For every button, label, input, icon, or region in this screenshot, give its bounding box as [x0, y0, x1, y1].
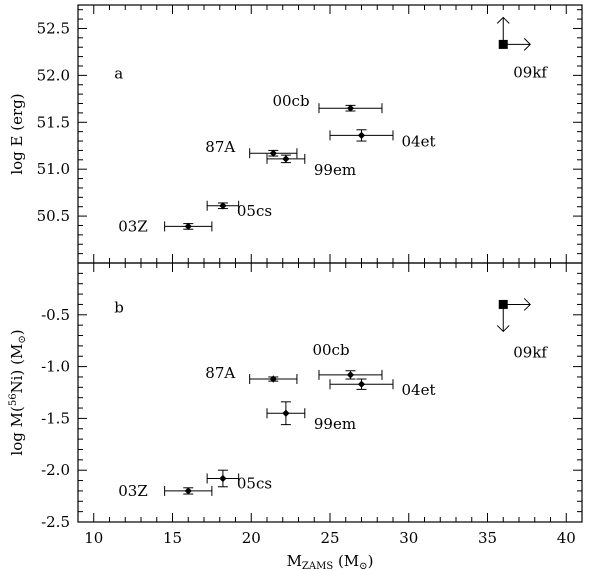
panel-a: 50.5 51.0 51.5 52.0 52.5 a 03Z 05cs 87A 99em 00cb 0… — [8, 4, 583, 264]
y-tick-label: -0.5 — [41, 306, 70, 324]
point-label-03Z: 03Z — [118, 217, 148, 235]
y-axis-title-a: log E (erg) — [8, 93, 26, 174]
point-marker — [282, 409, 290, 417]
x-tick-label: 35 — [478, 529, 497, 547]
data-point-05cs: 05cs — [206, 200, 272, 220]
x-tick-label: 40 — [557, 529, 576, 547]
y-tick-label: -1.0 — [41, 358, 70, 376]
y-tick-label: 52.5 — [37, 19, 70, 37]
y-tick-label: 51.5 — [37, 113, 70, 131]
panel-tag-b: b — [114, 299, 124, 317]
panel-b: -2.5 -2.0 -1.5 -1.0 -0.5 b 03Z 05cs 87A 99em 00cb 0… — [8, 262, 583, 531]
point-marker — [357, 380, 366, 388]
x-tick-label: 10 — [84, 529, 103, 547]
point-label-04et: 04et — [402, 381, 436, 399]
point-label-99em: 99em — [314, 415, 356, 433]
point-marker — [184, 222, 192, 231]
x-tick-label: 25 — [320, 529, 339, 547]
arrow-right-head — [523, 298, 531, 311]
point-marker — [219, 202, 227, 210]
x-tick-label: 20 — [242, 529, 261, 547]
data-point-04et: 04et — [329, 378, 436, 399]
point-label-05cs: 05cs — [237, 474, 272, 492]
point-label-99em: 99em — [314, 161, 356, 179]
point-marker — [282, 155, 290, 163]
y-tick-label: 51.0 — [37, 160, 70, 178]
point-label-05cs: 05cs — [237, 202, 272, 220]
data-point-00cb: 00cb — [312, 341, 383, 380]
data-point-04et: 04et — [329, 129, 436, 150]
limit-label-09kf: 09kf — [513, 343, 548, 361]
y-tick-label: 50.5 — [37, 207, 70, 225]
y-tick-label: -2.5 — [41, 513, 70, 531]
point-marker — [184, 487, 192, 495]
point-label-03Z: 03Z — [118, 482, 148, 500]
x-axis: 10 15 20 25 30 35 40 MZAMS (M⊙) — [84, 529, 576, 571]
data-point-03Z: 03Z — [118, 217, 213, 235]
data-point-99em: 99em — [266, 401, 356, 433]
limit-label-09kf: 09kf — [513, 63, 548, 81]
arrow-up-head — [496, 16, 510, 24]
point-label-04et: 04et — [402, 132, 436, 150]
data-point-03Z: 03Z — [118, 482, 213, 500]
point-marker — [269, 375, 277, 383]
point-label-00cb: 00cb — [312, 341, 349, 359]
y-tick-label: -1.5 — [41, 409, 70, 427]
arrow-right-head — [523, 38, 531, 51]
limit-point-09kf: 09kf — [496, 298, 548, 361]
data-point-99em: 99em — [266, 153, 356, 179]
limit-point-09kf: 09kf — [496, 16, 548, 81]
point-marker — [346, 104, 355, 112]
point-marker — [219, 474, 227, 483]
data-point-05cs: 05cs — [206, 469, 272, 492]
point-marker — [346, 371, 355, 379]
data-point-87A: 87A — [205, 138, 298, 159]
data-point-87A: 87A — [205, 364, 298, 385]
y-tick-label: -2.0 — [41, 461, 70, 479]
arrow-down-head — [496, 325, 510, 333]
point-label-87A: 87A — [205, 138, 235, 156]
data-point-00cb: 00cb — [272, 92, 383, 114]
point-label-87A: 87A — [205, 364, 235, 382]
y-tick-label: 52.0 — [37, 66, 70, 84]
x-axis-title: MZAMS (M⊙) — [287, 552, 374, 571]
point-marker — [269, 149, 277, 157]
point-label-00cb: 00cb — [272, 92, 309, 110]
point-marker — [357, 131, 366, 140]
x-tick-label: 30 — [399, 529, 418, 547]
x-tick-label: 15 — [163, 529, 182, 547]
panel-tag-a: a — [114, 64, 123, 82]
y-axis-title-b: log M(56Ni) (M⊙) — [8, 329, 28, 455]
